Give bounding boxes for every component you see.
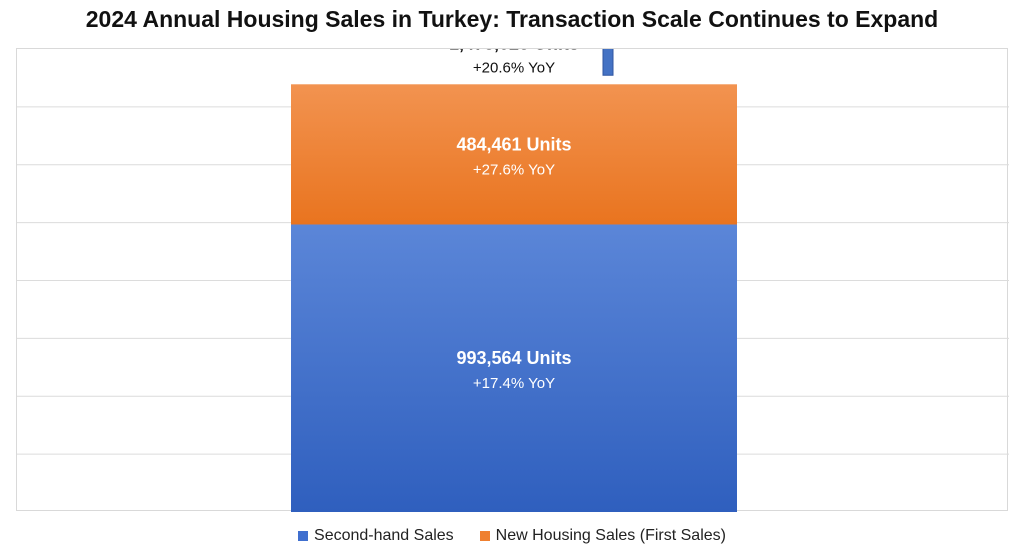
legend-swatch-second-hand: [298, 531, 309, 541]
legend-item-new-housing: New Housing Sales (First Sales): [479, 527, 726, 545]
legend-swatch-new-housing: [479, 531, 490, 541]
plot-area: 993,564 Units +17.4% YoY 484,461 Units +27.…: [16, 48, 1009, 512]
legend-item-second-hand: Second-hand Sales: [298, 527, 454, 545]
total-label-yoy: +20.6% YoY: [473, 59, 555, 76]
up-arrow-icon: [602, 49, 614, 76]
data-label-second-hand-value: 993,564 Units: [456, 348, 571, 368]
bar-second-hand: [291, 224, 737, 512]
data-label-new-housing-yoy: +27.6% YoY: [473, 161, 555, 178]
bars: [291, 84, 737, 512]
chart-title: 2024 Annual Housing Sales in Turkey: Tra…: [85, 6, 939, 32]
data-label-second-hand-yoy: +17.4% YoY: [473, 375, 555, 392]
bar-new-housing: [291, 84, 737, 225]
data-label-new-housing-value: 484,461 Units: [456, 134, 571, 154]
chart-svg: 993,564 Units +17.4% YoY 484,461 Units +27.…: [17, 49, 1009, 512]
total-label-value: 1,478,025 Units: [449, 49, 579, 53]
legend-label-new-housing: New Housing Sales (First Sales): [495, 527, 726, 544]
data-labels: 993,564 Units +17.4% YoY 484,461 Units +27.…: [449, 49, 614, 392]
legend: Second-hand Sales New Housing Sales (Fir…: [0, 527, 1024, 545]
legend-label-second-hand: Second-hand Sales: [314, 527, 454, 544]
